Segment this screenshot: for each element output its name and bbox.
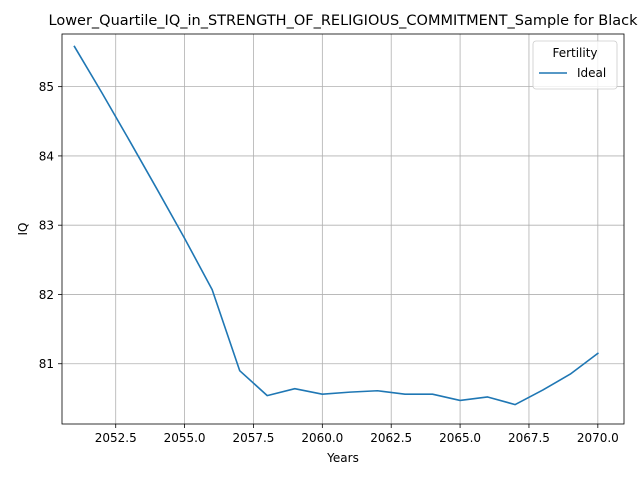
x-tick-label: 2060.0 (301, 431, 343, 445)
legend-entries: Ideal (539, 66, 606, 80)
legend-box (532, 40, 618, 90)
chart-title: Lower_Quartile_IQ_in_STRENGTH_OF_RELIGIO… (49, 13, 639, 29)
x-tick-label: 2067.5 (508, 431, 550, 445)
x-tick-label: 2065.0 (439, 431, 481, 445)
grid (62, 34, 624, 424)
x-tick-label: 2052.5 (95, 431, 137, 445)
series-layer (73, 45, 599, 406)
x-tick-label: 2070.0 (577, 431, 619, 445)
y-tick-label: 84 (39, 149, 54, 163)
x-tick-label: 2055.0 (164, 431, 206, 445)
y-axis: 81 82 83 84 85 (39, 80, 62, 371)
y-tick-label: 82 (39, 288, 54, 302)
x-axis-label: Years (326, 451, 359, 465)
y-tick-label: 83 (39, 219, 54, 233)
x-tick-label: 2057.5 (232, 431, 274, 445)
legend: Fertility Ideal (532, 40, 618, 90)
series-line-ideal (73, 45, 599, 406)
y-tick-label: 85 (39, 80, 54, 94)
x-axis: 2052.5 2055.0 2057.5 2060.0 2062.5 2065.0 2067… (95, 424, 619, 445)
y-axis-label: IQ (16, 223, 30, 236)
legend-title: Fertility (552, 46, 597, 60)
x-tick-label: 2062.5 (370, 431, 412, 445)
plot-frame (61, 33, 625, 425)
y-tick-label: 81 (39, 357, 54, 371)
legend-entry-label: Ideal (577, 66, 606, 80)
